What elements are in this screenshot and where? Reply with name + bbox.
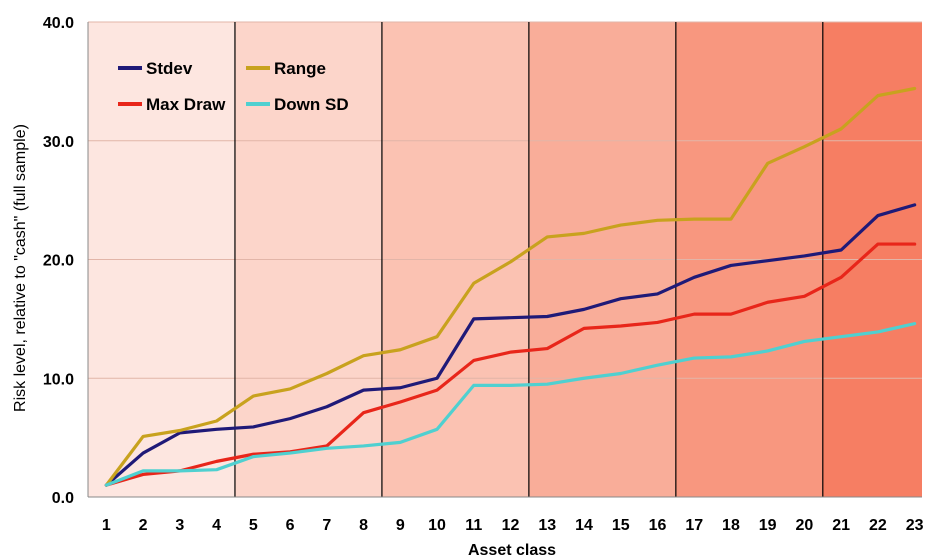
legend: Stdev Range Max Draw Down SD bbox=[118, 59, 349, 114]
gridlines bbox=[88, 21, 922, 379]
x-tick-labels: 1 2 3 4 5 6 7 8 9 10 11 12 13 14 15 16 17 18 19 20 21 22 23 bbox=[102, 517, 924, 534]
y-tick-label-2: 20.0 bbox=[43, 253, 74, 270]
x-tick-label-19: 19 bbox=[759, 517, 777, 534]
x-tick-label-23: 23 bbox=[906, 517, 924, 534]
y-axis-title: Risk level, relative to "cash" (full sam… bbox=[12, 124, 29, 412]
x-tick-label-7: 7 bbox=[322, 517, 331, 534]
x-tick-label-16: 16 bbox=[649, 517, 667, 534]
x-tick-label-13: 13 bbox=[538, 517, 556, 534]
x-tick-label-11: 11 bbox=[465, 517, 482, 534]
x-tick-label-2: 2 bbox=[139, 517, 148, 534]
series-line-range bbox=[104, 86, 917, 487]
y-tick-label-4: 40.0 bbox=[43, 15, 74, 32]
y-tick-label-0: 0.0 bbox=[52, 490, 74, 507]
y-tick-labels: 0.0 10.0 20.0 30.0 40.0 bbox=[43, 15, 74, 507]
x-tick-label-5: 5 bbox=[249, 517, 258, 534]
x-tick-label-21: 21 bbox=[832, 517, 850, 534]
legend-label-range: Range bbox=[274, 59, 326, 78]
x-tick-label-9: 9 bbox=[396, 517, 405, 534]
x-tick-label-12: 12 bbox=[502, 517, 520, 534]
x-tick-label-8: 8 bbox=[359, 517, 368, 534]
x-tick-label-20: 20 bbox=[796, 517, 814, 534]
x-tick-label-22: 22 bbox=[869, 517, 887, 534]
legend-label-down-sd: Down SD bbox=[274, 95, 349, 114]
x-tick-label-18: 18 bbox=[722, 517, 740, 534]
x-tick-label-3: 3 bbox=[175, 517, 184, 534]
x-tick-label-4: 4 bbox=[212, 517, 221, 534]
series-line-max-draw bbox=[104, 242, 917, 487]
series-lines bbox=[104, 86, 917, 487]
legend-label-stdev: Stdev bbox=[146, 59, 193, 78]
x-tick-label-15: 15 bbox=[612, 517, 630, 534]
y-tick-label-1: 10.0 bbox=[43, 371, 74, 388]
series-line-down-sd bbox=[104, 322, 917, 487]
x-tick-label-14: 14 bbox=[575, 517, 593, 534]
series-line-stdev bbox=[104, 203, 917, 487]
x-tick-label-1: 1 bbox=[102, 517, 111, 534]
legend-label-max-draw: Max Draw bbox=[146, 95, 226, 114]
y-tick-label-3: 30.0 bbox=[43, 134, 74, 151]
x-tick-label-6: 6 bbox=[286, 517, 295, 534]
x-axis-title: Asset class bbox=[468, 542, 556, 559]
band-dividers bbox=[234, 22, 824, 497]
x-tick-label-17: 17 bbox=[685, 517, 703, 534]
axes bbox=[87, 22, 922, 498]
x-tick-label-10: 10 bbox=[428, 517, 446, 534]
